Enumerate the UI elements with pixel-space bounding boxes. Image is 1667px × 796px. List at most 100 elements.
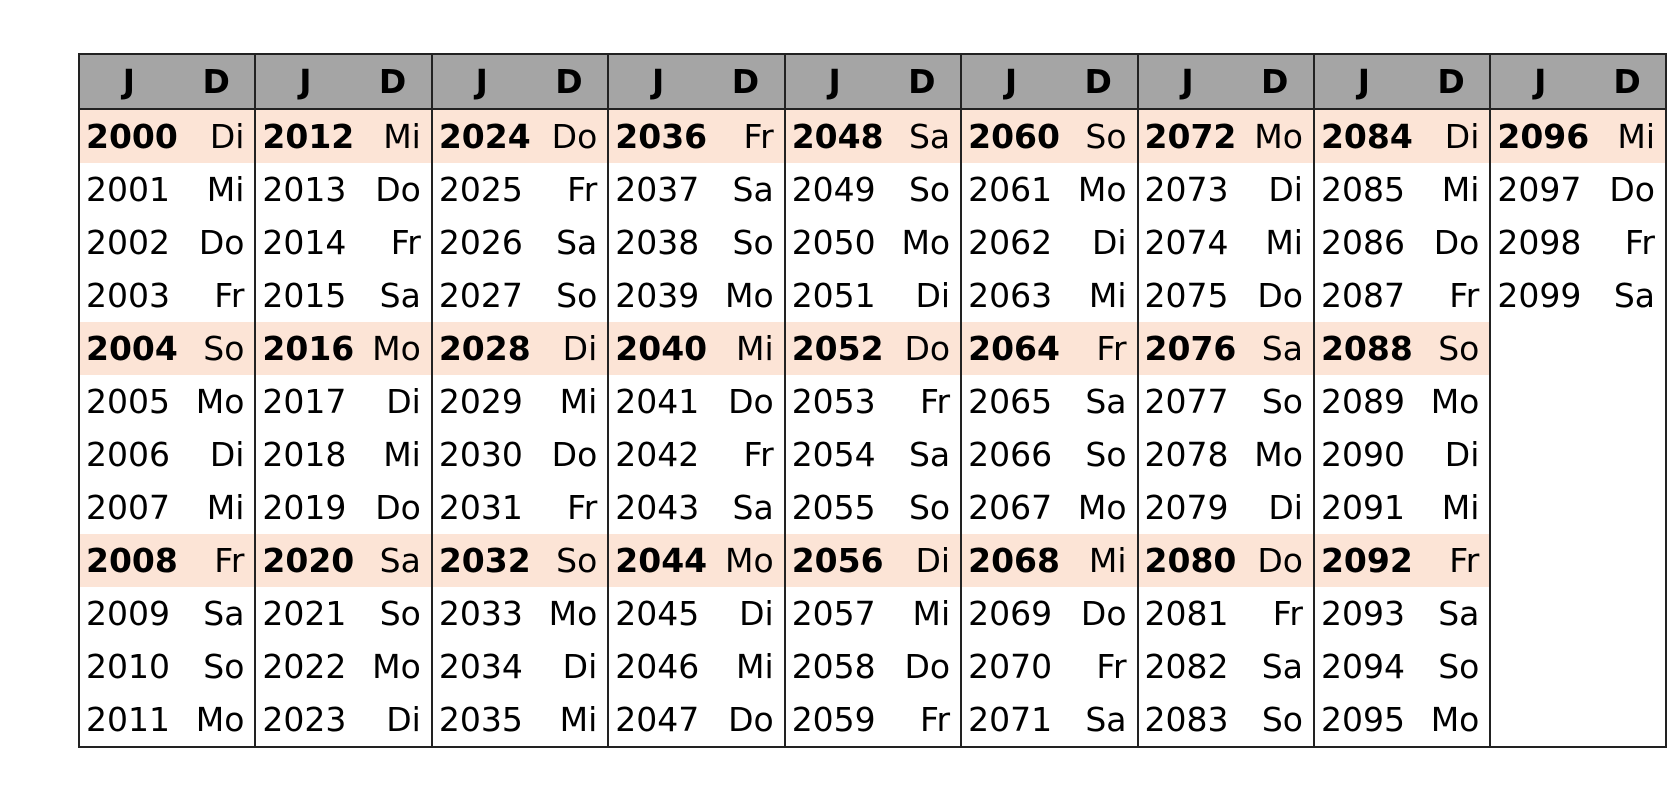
year-cell: 2042 (615, 435, 700, 474)
header-day: D (1412, 54, 1492, 110)
weekday-cell: Mo (354, 640, 433, 693)
weekday-cell: Do (1412, 216, 1492, 269)
year-cell: 2020 (255, 534, 355, 587)
year-cell: 2065 (968, 382, 1053, 421)
year-cell: 2055 (791, 488, 876, 527)
header-year: J (608, 54, 708, 110)
weekday-cell: Mi (1236, 216, 1315, 269)
weekday-cell: Fr (354, 216, 433, 269)
year-cell: 2057 (791, 594, 876, 633)
year-cell: 2049 (791, 170, 876, 209)
weekday-cell: Di (1236, 163, 1315, 216)
header-day: D (1589, 54, 1666, 110)
year-cell: 2028 (431, 322, 531, 375)
weekday-cell: Mi (1059, 534, 1139, 587)
weekday-cell (1589, 534, 1666, 587)
weekday-cell (1589, 693, 1666, 747)
weekday-cell: Fr (883, 375, 963, 428)
table-row: 2011 Mo 2023 Di 2035 Mi 2047 Do 2059 Fr 2071 Sa 2083… (79, 693, 1666, 747)
weekday-cell: Di (883, 269, 963, 322)
weekday-cell: Mo (1412, 375, 1492, 428)
year-cell: 2068 (961, 534, 1060, 587)
weekday-cell: Sa (707, 481, 786, 534)
table-row: 2000 Di 2012 Mi 2024 Do 2036 Fr 2048 Sa 2060 So 2072… (79, 109, 1666, 163)
header-day: D (707, 54, 786, 110)
year-cell: 2019 (262, 488, 347, 527)
year-cell: 2007 (86, 488, 170, 527)
year-cell: 2046 (615, 647, 700, 686)
weekday-cell: Mo (1412, 693, 1492, 747)
year-cell: 2070 (968, 647, 1053, 686)
weekday-cell (1589, 375, 1666, 428)
weekday-cell: Mi (1589, 109, 1666, 163)
weekday-cell: Fr (530, 481, 610, 534)
year-cell: 2059 (791, 700, 876, 739)
year-cell: 2058 (791, 647, 876, 686)
year-cell: 2023 (262, 700, 347, 739)
year-cell: 2024 (431, 109, 531, 163)
year-cell: 2017 (262, 382, 347, 421)
weekday-cell (1589, 322, 1666, 375)
weekday-cell: Do (1236, 269, 1315, 322)
weekday-cell: Di (177, 428, 257, 481)
table-row: 2006 Di 2018 Mi 2030 Do 2042 Fr 2054 Sa 2066 So 2078… (79, 428, 1666, 481)
year-cell: 2043 (615, 488, 700, 527)
table-row: 2004 So 2016 Mo 2028 Di 2040 Mi 2052 Do 2064 Fr 2076… (79, 322, 1666, 375)
weekday-cell: Mo (354, 322, 433, 375)
year-cell: 2000 (79, 109, 178, 163)
year-cell: 2095 (1320, 700, 1405, 739)
weekday-cell: Di (1412, 428, 1492, 481)
weekday-cell: So (883, 163, 963, 216)
year-cell: 2078 (1144, 435, 1229, 474)
year-cell (1490, 587, 1589, 640)
year-cell: 2066 (968, 435, 1053, 474)
year-cell: 2071 (968, 700, 1053, 739)
weekday-cell: Fr (530, 163, 610, 216)
year-cell: 2050 (791, 223, 876, 262)
weekday-cell: Di (1412, 109, 1492, 163)
year-cell: 2060 (961, 109, 1060, 163)
year-cell (1490, 322, 1589, 375)
year-cell: 2079 (1144, 488, 1229, 527)
year-cell: 2031 (438, 488, 523, 527)
weekday-cell: Di (707, 587, 786, 640)
year-cell: 2087 (1320, 276, 1405, 315)
weekday-cell: So (354, 587, 433, 640)
weekday-cell: Fr (1059, 322, 1139, 375)
year-cell: 2085 (1320, 170, 1405, 209)
weekday-cell: Fr (1236, 587, 1315, 640)
year-cell: 2002 (86, 223, 170, 262)
weekday-cell: Mo (530, 587, 610, 640)
weekday-cell: Di (354, 693, 433, 747)
header-day: D (883, 54, 963, 110)
year-cell: 2094 (1320, 647, 1405, 686)
year-cell (1490, 534, 1589, 587)
year-cell (1490, 693, 1589, 747)
year-cell: 2086 (1320, 223, 1405, 262)
weekday-cell: Sa (1236, 322, 1315, 375)
weekday-cell: So (177, 322, 257, 375)
year-cell: 2036 (608, 109, 708, 163)
weekday-cell: Do (1609, 170, 1655, 209)
weekday-cell: Mi (530, 693, 610, 747)
weekday-cell: Sa (354, 269, 433, 322)
year-cell: 2030 (438, 435, 523, 474)
header-year: J (784, 54, 884, 110)
weekday-cell: Sa (1059, 375, 1139, 428)
header-day: D (1236, 54, 1315, 110)
weekday-cell: So (530, 269, 610, 322)
weekday-cell: Fr (177, 534, 257, 587)
year-cell: 2012 (255, 109, 355, 163)
weekday-cell: So (707, 216, 786, 269)
weekday-cell: Mo (1236, 428, 1315, 481)
weekday-cell: Mo (177, 693, 257, 747)
year-cell: 2084 (1313, 109, 1413, 163)
weekday-cell: Mo (883, 216, 963, 269)
weekday-cell: Mo (1059, 481, 1139, 534)
year-cell: 2099 (1497, 276, 1582, 315)
year-cell: 2022 (262, 647, 347, 686)
weekday-cell: Do (354, 163, 433, 216)
year-cell: 2091 (1320, 488, 1405, 527)
year-cell: 2038 (615, 223, 700, 262)
weekday-cell: Mi (177, 481, 257, 534)
